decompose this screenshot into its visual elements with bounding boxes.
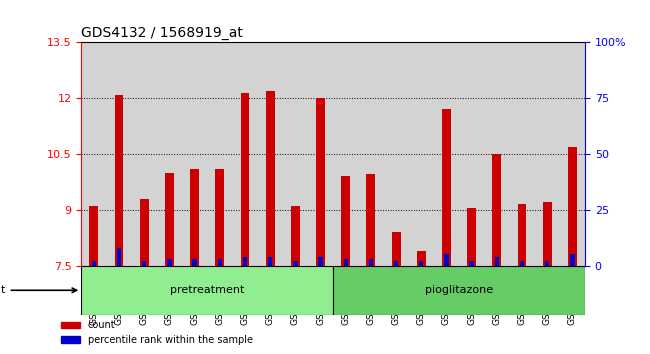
Bar — [318, 257, 323, 266]
Text: agent: agent — [0, 285, 77, 295]
Bar — [117, 248, 122, 266]
Bar — [215, 169, 224, 266]
Bar — [190, 169, 199, 266]
Bar — [293, 261, 298, 266]
Bar — [520, 261, 525, 266]
Bar — [218, 259, 222, 266]
Bar — [165, 173, 174, 266]
Bar — [417, 251, 426, 266]
Bar — [167, 259, 172, 266]
Bar — [394, 261, 398, 266]
Bar — [114, 95, 124, 266]
Bar — [240, 93, 250, 266]
Bar — [192, 259, 197, 266]
Bar — [517, 204, 526, 266]
Bar — [442, 109, 451, 266]
Bar — [92, 261, 96, 266]
Bar — [341, 176, 350, 266]
Bar — [570, 255, 575, 266]
Text: GDS4132 / 1568919_at: GDS4132 / 1568919_at — [81, 26, 243, 40]
Legend: count, percentile rank within the sample: count, percentile rank within the sample — [57, 316, 257, 349]
Bar — [568, 147, 577, 266]
Bar — [90, 206, 98, 266]
Bar — [268, 257, 272, 266]
Bar — [392, 232, 400, 266]
Bar — [140, 199, 149, 266]
Bar — [369, 259, 373, 266]
Bar — [469, 261, 474, 266]
Bar — [316, 98, 325, 266]
Bar — [333, 266, 585, 315]
Text: pioglitazone: pioglitazone — [425, 285, 493, 295]
Bar — [142, 261, 146, 266]
Bar — [291, 206, 300, 266]
Bar — [343, 259, 348, 266]
Bar — [493, 154, 501, 266]
Bar — [419, 261, 424, 266]
Bar — [367, 175, 375, 266]
Bar — [543, 202, 552, 266]
Bar — [444, 255, 448, 266]
Bar — [467, 208, 476, 266]
Bar — [242, 257, 247, 266]
Bar — [81, 266, 333, 315]
Bar — [266, 91, 274, 266]
Bar — [495, 257, 499, 266]
Text: pretreatment: pretreatment — [170, 285, 244, 295]
Bar — [545, 261, 549, 266]
